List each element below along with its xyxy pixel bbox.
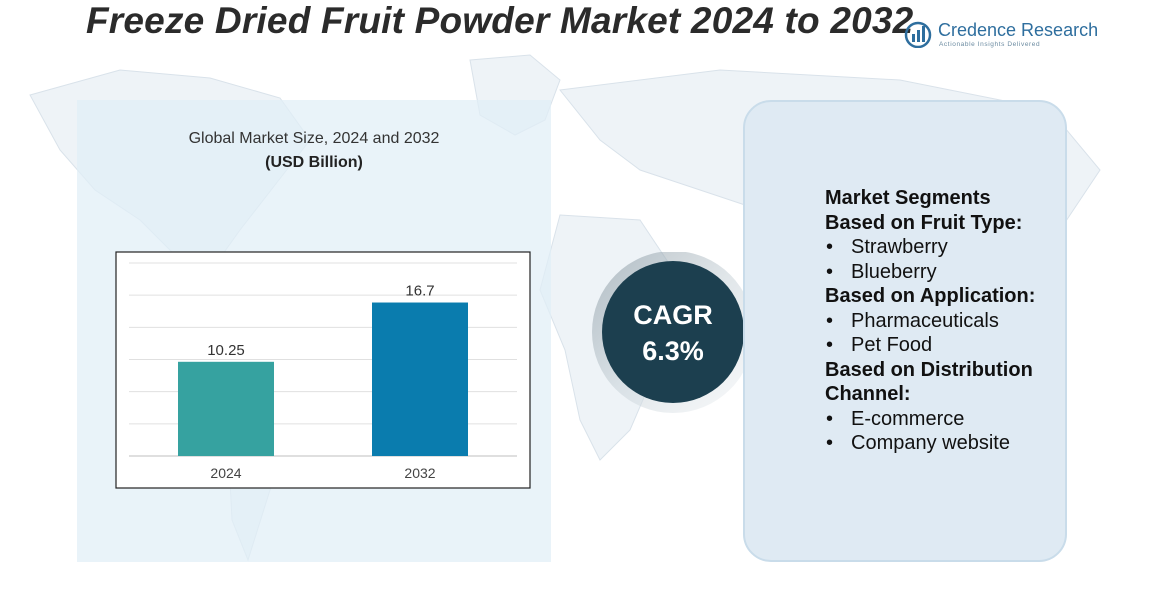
data-label: 16.7 xyxy=(405,283,434,300)
chart-unit: (USD Billion) xyxy=(265,154,363,171)
cagr-circle xyxy=(602,261,744,403)
chart-title: Global Market Size, 2024 and 2032 xyxy=(188,130,440,147)
tick-label: 2032 xyxy=(404,465,435,481)
list-item: • E-commerce xyxy=(826,407,965,430)
page-title: Freeze Dried Fruit Powder Market 2024 to… xyxy=(86,0,914,41)
chart-panel: Global Market Size, 2024 and 2032 (USD B… xyxy=(77,100,551,562)
brand-tagline: Actionable Insights Delivered xyxy=(939,41,1041,48)
distribution-heading: Based on Distribution xyxy=(825,358,1033,381)
bar-2032 xyxy=(372,302,468,456)
brand-name: Credence Research xyxy=(938,20,1099,40)
list-item: • Pharmaceuticals xyxy=(826,309,999,332)
segments-panel xyxy=(743,100,1067,562)
fruit-type-heading: Based on Fruit Type: xyxy=(825,211,1023,234)
list-item: • Pet Food xyxy=(826,334,933,356)
application-heading: Based on Application: xyxy=(825,285,1036,307)
data-label: 10.25 xyxy=(207,342,245,359)
bar-chart-logo-icon xyxy=(904,21,932,48)
segments-list: Market Segments Based on Fruit Type: • St… xyxy=(825,186,1065,456)
list-item: • Company website xyxy=(826,432,1010,454)
cagr-value: 6.3% xyxy=(642,336,704,366)
distribution-heading-cont: Channel: xyxy=(825,383,911,405)
cagr-ring xyxy=(592,252,754,413)
cagr-label: CAGR xyxy=(633,300,713,330)
segments-heading: Market Segments xyxy=(825,187,991,209)
list-item: • Blueberry xyxy=(826,260,937,283)
bar-chart: 10.25 2024 16.7 2032 xyxy=(115,251,531,489)
tick-label: 2024 xyxy=(210,465,241,481)
list-item: • Strawberry xyxy=(826,236,948,258)
bar-2024 xyxy=(178,361,274,456)
brand-logo: Credence Research Actionable Insights De… xyxy=(904,20,1104,50)
